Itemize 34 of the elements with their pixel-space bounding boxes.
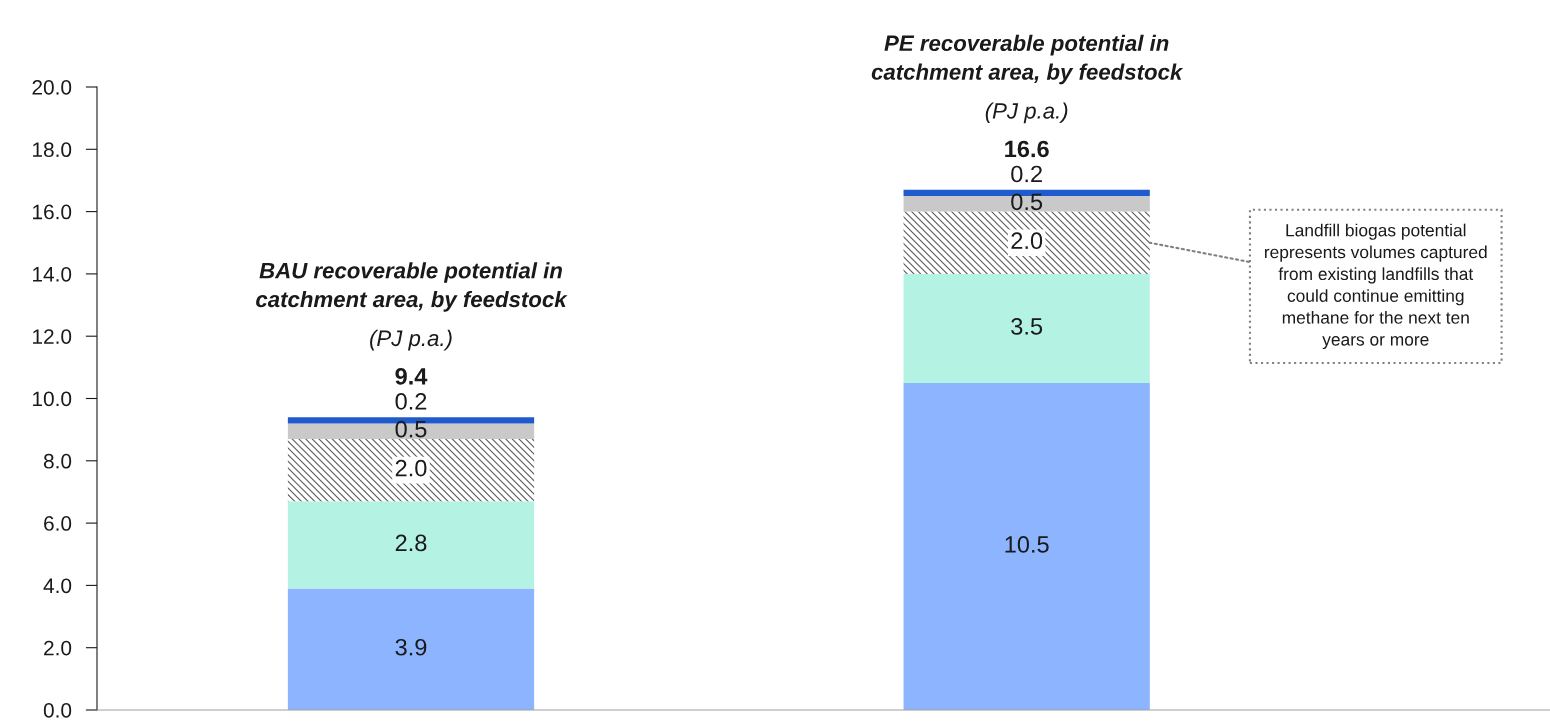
bar <box>287 439 535 502</box>
bar <box>903 211 1150 274</box>
y-tick-label: 0.0 <box>43 703 72 718</box>
data-label: 10.5 <box>1005 536 1049 553</box>
y-tick-label: 4.0 <box>43 578 72 594</box>
bar <box>287 501 535 589</box>
y-tick-label: 2.0 <box>44 640 72 656</box>
bar <box>287 588 535 710</box>
data-label: 2.0 <box>395 459 427 477</box>
data-label: 0.2 <box>1011 165 1042 183</box>
y-tick-label: 6.0 <box>44 516 72 531</box>
annotation: BAU recoverable potential in catchment area, by feedstock <box>256 262 568 312</box>
annotation: Landfill biogas potential represents volumes captured from existing landfills that could continue emitting methane for the next ten years or more <box>1264 223 1487 350</box>
y-tick-label: 12.0 <box>33 329 72 344</box>
y-tick-label: 14.0 <box>33 266 72 282</box>
annotation: (PJ p.a.) <box>370 329 452 351</box>
data-label: 0.2 <box>395 393 427 410</box>
y-tick-label: 8.0 <box>43 453 72 469</box>
data-label: 2.0 <box>1011 232 1043 250</box>
annotation: (PJ p.a.) <box>985 102 1068 124</box>
total-label: 16.6 <box>1005 140 1049 158</box>
text: PE recoverable potential in catchment area, by feedstock <box>871 34 1184 85</box>
y-tick-label: 20.0 <box>32 80 72 95</box>
data-label: 3.9 <box>395 638 427 656</box>
data-label: 0.5 <box>1011 193 1043 211</box>
bar <box>903 382 1150 710</box>
data-label: 3.5 <box>1011 318 1043 335</box>
y-tick-label: 10.0 <box>33 391 72 407</box>
y-tick-label: 16.0 <box>33 204 72 220</box>
y-tick-label: 18.0 <box>33 142 72 158</box>
data-label: 0.5 <box>395 420 427 438</box>
total-label: 9.4 <box>395 368 428 385</box>
data-label: 2.8 <box>395 534 427 552</box>
bar <box>903 273 1150 383</box>
